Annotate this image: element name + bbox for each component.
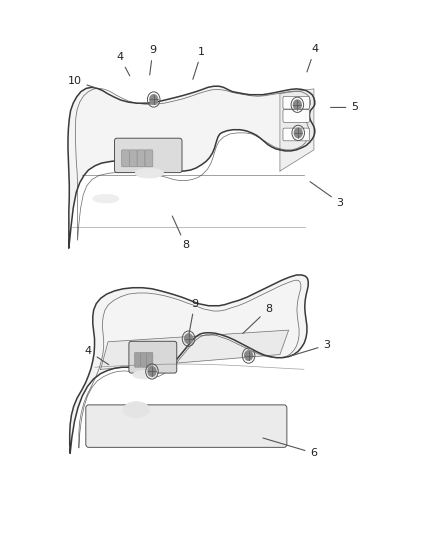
Text: 9: 9 (149, 45, 156, 75)
Text: 3: 3 (291, 340, 330, 356)
FancyBboxPatch shape (145, 150, 153, 167)
Circle shape (185, 334, 192, 343)
Polygon shape (101, 330, 289, 369)
Text: 6: 6 (263, 438, 318, 458)
Ellipse shape (135, 168, 163, 178)
FancyBboxPatch shape (137, 150, 145, 167)
Circle shape (294, 128, 302, 138)
FancyBboxPatch shape (283, 128, 310, 141)
Ellipse shape (123, 402, 149, 418)
Circle shape (293, 100, 301, 110)
Polygon shape (68, 86, 315, 248)
Ellipse shape (133, 370, 157, 379)
Polygon shape (70, 275, 308, 453)
Text: 5: 5 (331, 102, 358, 112)
Text: 4: 4 (307, 44, 318, 72)
FancyBboxPatch shape (283, 96, 310, 109)
Circle shape (150, 95, 158, 104)
Ellipse shape (93, 195, 119, 203)
FancyBboxPatch shape (134, 352, 141, 367)
Text: 1: 1 (193, 47, 205, 79)
Text: 9: 9 (189, 298, 198, 334)
FancyBboxPatch shape (141, 352, 147, 367)
Circle shape (148, 367, 156, 376)
FancyBboxPatch shape (115, 138, 182, 173)
FancyBboxPatch shape (129, 150, 137, 167)
Circle shape (245, 351, 253, 360)
Text: 3: 3 (310, 182, 343, 208)
Text: 10: 10 (67, 76, 95, 87)
Text: 4: 4 (85, 346, 109, 365)
FancyBboxPatch shape (121, 150, 129, 167)
Text: 8: 8 (172, 216, 189, 251)
Text: 8: 8 (243, 304, 272, 334)
FancyBboxPatch shape (283, 110, 310, 122)
FancyBboxPatch shape (129, 341, 177, 373)
Polygon shape (280, 89, 314, 171)
FancyBboxPatch shape (147, 352, 153, 367)
FancyBboxPatch shape (86, 405, 287, 447)
Text: 4: 4 (116, 52, 130, 76)
